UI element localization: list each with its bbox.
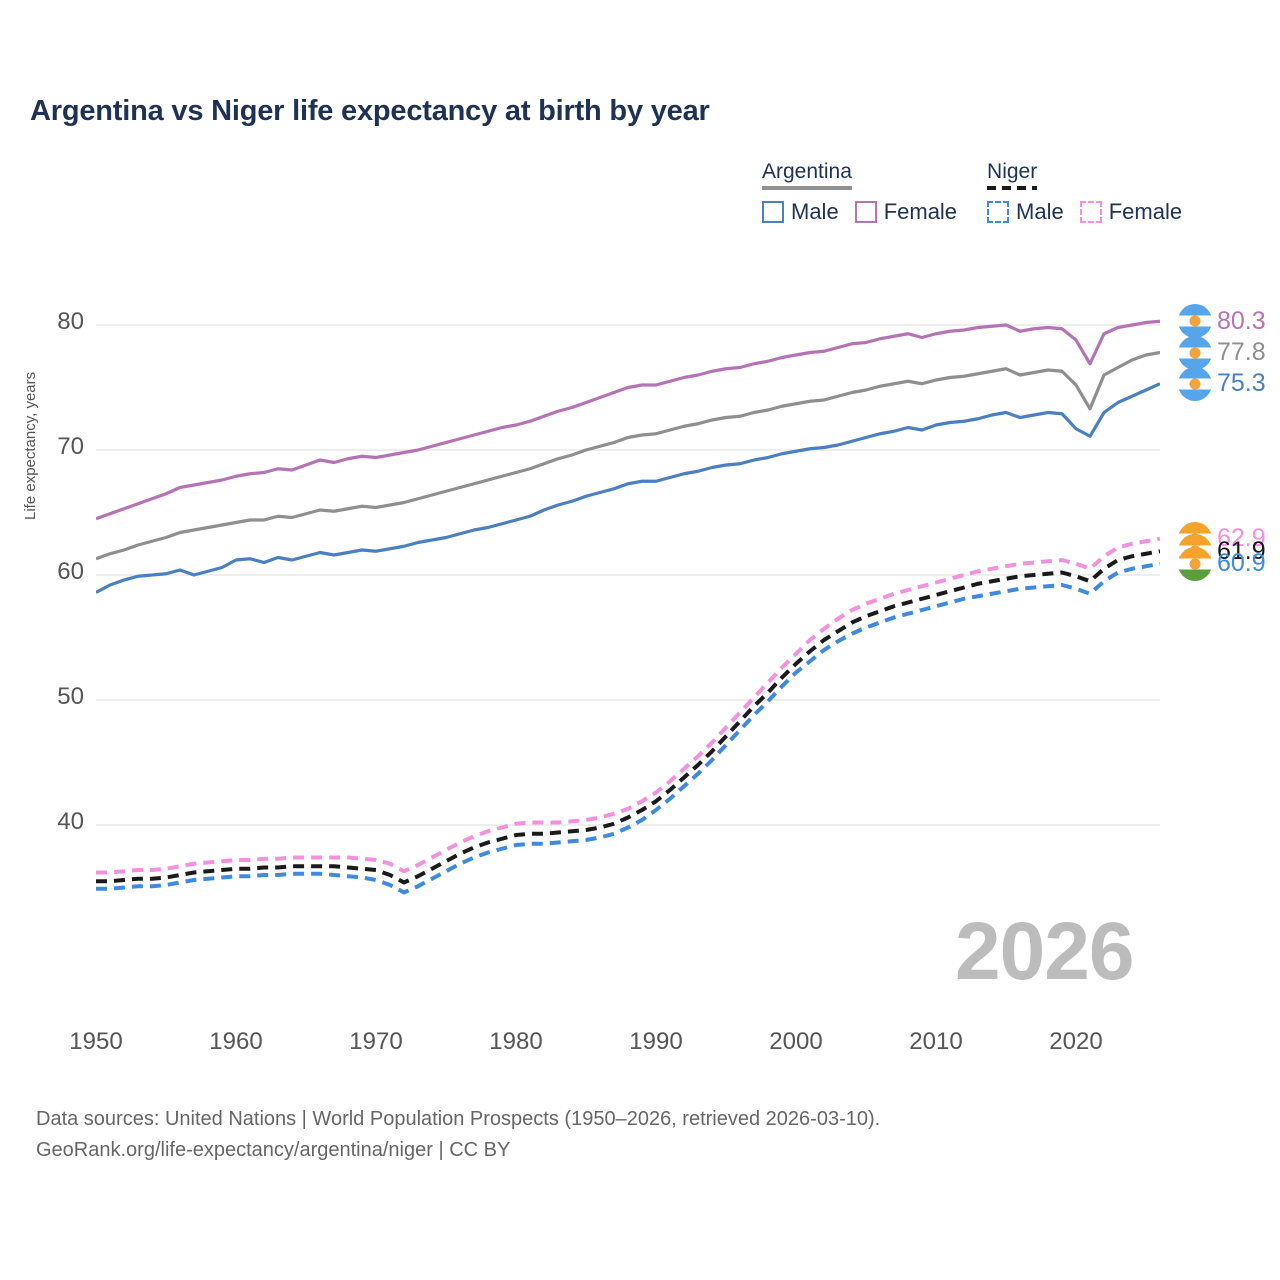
legend-label-niger-female: Female — [1108, 199, 1183, 225]
legend-rule-dashed-icon — [987, 186, 1038, 191]
x-axis-tick-label: 2000 — [769, 1028, 823, 1055]
x-axis-tick-label: 1960 — [209, 1028, 263, 1055]
legend-country-niger-label: Niger — [987, 160, 1038, 183]
legend-label-niger-male: Male — [1016, 199, 1064, 225]
series-end-value: 61.9 — [1217, 536, 1266, 565]
y-axis-tick-label: 80 — [57, 308, 84, 335]
series-line — [96, 561, 1160, 895]
series-end-value: 80.3 — [1217, 306, 1266, 335]
legend-label-argentina-male: Male — [791, 199, 839, 225]
argentina-flag-icon — [1178, 366, 1212, 401]
legend-item-niger-male[interactable]: Male — [987, 199, 1064, 225]
legend-country-argentina: Argentina — [762, 160, 852, 193]
legend-item-niger-female[interactable]: Female — [1079, 199, 1183, 225]
legend-country-niger: Niger — [987, 160, 1038, 193]
y-axis-tick-label: 50 — [57, 683, 84, 710]
series-end-label: 80.3 — [1178, 304, 1266, 339]
series-end-value: 62.9 — [1217, 524, 1266, 553]
series-end-value: 75.3 — [1217, 369, 1266, 398]
y-axis-tick-label: 60 — [57, 558, 84, 585]
x-axis-tick-label: 2020 — [1049, 1028, 1103, 1055]
legend-swatch-solid-purple-icon — [854, 201, 877, 224]
legend-swatch-dashed-blue-icon — [987, 201, 1010, 224]
legend-item-argentina-female[interactable]: Female — [854, 199, 958, 225]
footer-credits: Data sources: United Nations | World Pop… — [36, 1104, 880, 1166]
legend-swatch-dashed-pink-icon — [1079, 201, 1102, 224]
footer-line-sources: Data sources: United Nations | World Pop… — [36, 1108, 881, 1130]
legend-rule-solid-icon — [762, 186, 852, 191]
argentina-flag-icon — [1178, 304, 1212, 339]
chart-plot-area — [96, 319, 1160, 895]
flag-sun-icon — [1189, 347, 1201, 358]
series-line — [96, 319, 1160, 521]
flag-sun-icon — [1189, 315, 1201, 327]
x-axis-tick-label: 1950 — [69, 1028, 123, 1055]
flag-sun-icon — [1189, 378, 1201, 390]
legend-label-argentina-female: Female — [883, 199, 958, 225]
x-axis-tick-label: 1990 — [629, 1028, 683, 1055]
legend-item-argentina-male[interactable]: Male — [762, 199, 839, 225]
legend-country-argentina-label: Argentina — [762, 160, 852, 183]
y-axis-tick-label: 70 — [57, 433, 84, 460]
argentina-flag-icon — [1178, 335, 1212, 370]
year-watermark: 2026 — [955, 906, 1134, 997]
series-line — [96, 549, 1160, 885]
legend-swatch-solid-blue-icon — [762, 201, 784, 224]
series-line — [96, 536, 1160, 875]
series-end-label: 60.9 — [1178, 546, 1266, 581]
series-end-label: 77.8 — [1178, 335, 1266, 370]
page-title: Argentina vs Niger life expectancy at bi… — [30, 95, 710, 127]
series-end-label: 75.3 — [1178, 366, 1266, 401]
x-axis-tick-label: 2010 — [909, 1028, 963, 1055]
legend-group-argentina: Argentina Male Female — [762, 160, 957, 225]
flag-sun-icon — [1189, 558, 1201, 570]
series-line — [96, 350, 1160, 561]
footer-line-url: GeoRank.org/life-expectancy/argentina/ni… — [36, 1139, 511, 1161]
legend-group-niger: Niger Male Female — [987, 160, 1182, 225]
series-end-value: 60.9 — [1217, 549, 1266, 578]
x-axis-tick-label: 1970 — [349, 1028, 403, 1055]
chart-legend: Argentina Male Female Niger Male — [762, 160, 1182, 225]
niger-flag-icon — [1178, 546, 1212, 581]
series-line — [96, 382, 1160, 594]
x-axis-tick-label: 1980 — [489, 1028, 543, 1055]
y-axis-tick-label: 40 — [57, 808, 84, 835]
series-end-value: 77.8 — [1217, 338, 1266, 366]
